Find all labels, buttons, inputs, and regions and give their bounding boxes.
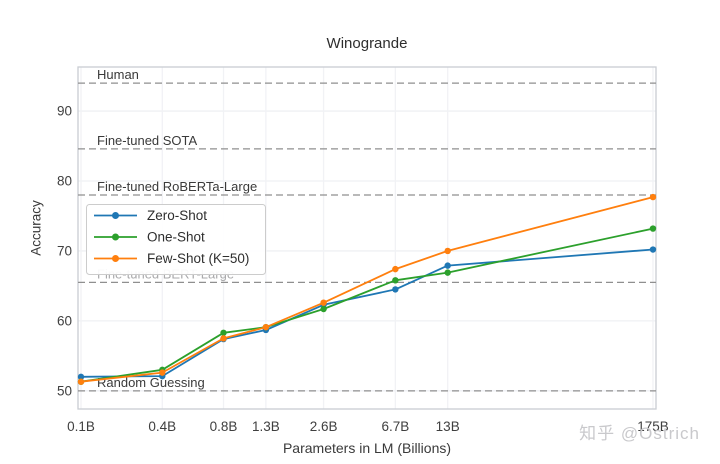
y-tick-label: 90 bbox=[57, 104, 72, 119]
y-axis-label: Accuracy bbox=[28, 200, 44, 256]
x-axis-label: Parameters in LM (Billions) bbox=[282, 440, 452, 456]
data-point-marker bbox=[649, 225, 657, 232]
data-point-marker bbox=[159, 369, 166, 376]
legend-marker bbox=[112, 255, 119, 262]
legend-item-one-shot: One-Shot bbox=[94, 230, 205, 245]
legend-label: One-Shot bbox=[147, 230, 205, 245]
data-point-marker bbox=[220, 329, 227, 336]
y-tick-label: 60 bbox=[57, 313, 72, 328]
legend: Zero-Shot One-Shot Few-Shot (K=50) bbox=[86, 204, 266, 275]
legend-item-zero-shot: Zero-Shot bbox=[94, 208, 207, 223]
legend-box bbox=[86, 204, 266, 275]
axis-tick-labels: 50 60 70 80 90 0.1B 0.4B 0.8B 1.3B 2.6B 6.7B 13B 175… bbox=[57, 104, 669, 434]
data-point-marker bbox=[320, 305, 327, 313]
data-point-marker bbox=[392, 277, 399, 284]
data-point-marker bbox=[392, 286, 399, 293]
chart-title: Winogrande bbox=[326, 35, 408, 52]
plot-border bbox=[77, 66, 657, 410]
data-point-marker bbox=[320, 299, 327, 306]
legend-marker bbox=[112, 212, 119, 219]
reference-line-label: Fine-tuned RoBERTa-Large bbox=[97, 179, 257, 194]
data-point-marker bbox=[649, 246, 657, 253]
data-point-marker bbox=[444, 269, 451, 276]
data-point-marker bbox=[77, 378, 85, 385]
data-point-marker bbox=[444, 262, 451, 269]
series-line bbox=[80, 227, 654, 383]
data-point-marker bbox=[262, 323, 270, 331]
data-point-marker bbox=[220, 335, 227, 342]
x-tick-label: 0.8B bbox=[210, 419, 238, 434]
legend-label: Zero-Shot bbox=[147, 208, 207, 223]
x-tick-label: 175B bbox=[637, 419, 669, 434]
reference-line-label: Human bbox=[97, 67, 139, 82]
x-tick-label: 1.3B bbox=[252, 419, 280, 434]
data-point-marker bbox=[444, 247, 451, 255]
y-tick-label: 50 bbox=[57, 383, 72, 398]
x-tick-label: 0.4B bbox=[148, 419, 176, 434]
series-few-shot-k-50- bbox=[77, 193, 657, 385]
x-tick-label: 0.1B bbox=[67, 419, 95, 434]
series-line bbox=[80, 196, 654, 383]
data-point-marker bbox=[77, 373, 85, 381]
legend-item-few-shot-k-50-: Few-Shot (K=50) bbox=[94, 251, 249, 266]
y-tick-label: 80 bbox=[57, 174, 72, 189]
x-tick-label: 13B bbox=[436, 419, 460, 434]
reference-line-label: Fine-tuned SOTA bbox=[97, 133, 198, 148]
y-tick-label: 70 bbox=[57, 243, 72, 258]
zhihu-watermark: 知乎 @Ostrich bbox=[579, 424, 700, 443]
reference-line-label: Random Guessing bbox=[97, 375, 205, 390]
x-tick-label: 6.7B bbox=[381, 419, 409, 434]
data-point-marker bbox=[649, 193, 657, 201]
legend-marker bbox=[112, 233, 119, 241]
data-point-marker bbox=[392, 265, 399, 273]
legend-label: Few-Shot (K=50) bbox=[147, 251, 249, 266]
x-tick-label: 2.6B bbox=[310, 419, 338, 434]
